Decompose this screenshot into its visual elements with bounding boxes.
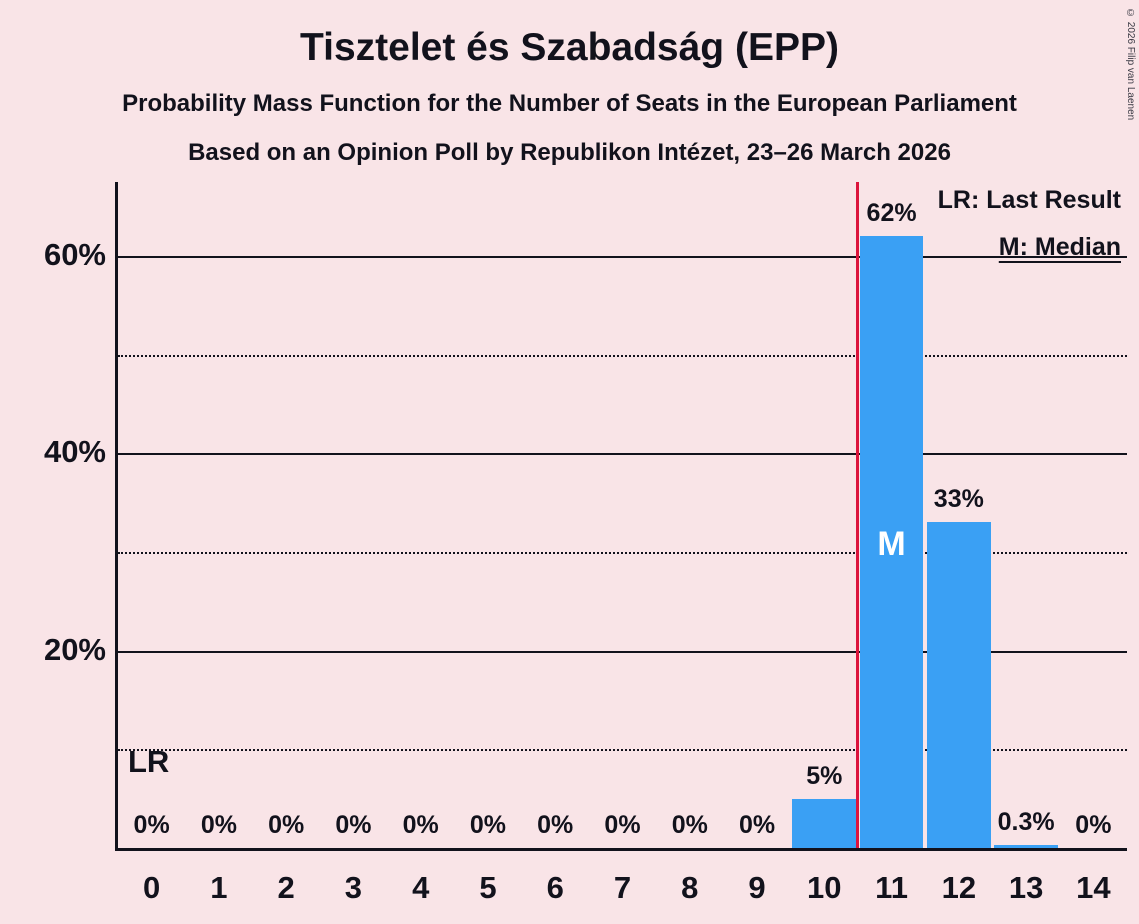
bar-seats-11 bbox=[859, 236, 924, 848]
x-tick-label-6: 6 bbox=[546, 870, 564, 905]
legend-median: M: Median bbox=[998, 233, 1121, 261]
x-axis-line bbox=[115, 848, 1127, 851]
x-tick-label-11: 11 bbox=[875, 870, 908, 905]
bar-value-label-3: 0% bbox=[335, 811, 372, 839]
x-axis-tick-labels: 0 1 2 3 4 5 6 7 8 9 10 11 12 13 14 bbox=[118, 870, 1127, 914]
last-result-label: LR bbox=[128, 744, 170, 779]
x-tick-label-9: 9 bbox=[748, 870, 766, 905]
chart-source-line: Based on an Opinion Poll by Republikon I… bbox=[188, 139, 951, 166]
y-axis-line bbox=[115, 182, 118, 851]
x-tick-label-4: 4 bbox=[412, 870, 430, 905]
x-tick-label-5: 5 bbox=[479, 870, 497, 905]
x-tick-label-0: 0 bbox=[143, 870, 161, 905]
bar-value-label-11: 62% bbox=[866, 199, 917, 228]
bar-value-label-14: 0% bbox=[1075, 811, 1112, 839]
copyright-notice: © 2026 Filip van Laenen bbox=[1125, 8, 1136, 121]
y-tick-label-20: 20% bbox=[43, 631, 106, 667]
gridline-dotted-10 bbox=[118, 749, 1127, 752]
bar-value-label-12: 33% bbox=[933, 485, 984, 514]
legend-last-result: LR: Last Result bbox=[937, 186, 1121, 214]
gridline-solid-40 bbox=[118, 453, 1127, 456]
median-marker: M bbox=[877, 525, 906, 564]
gridline-dotted-30 bbox=[118, 552, 1127, 554]
x-tick-label-10: 10 bbox=[807, 870, 842, 905]
bar-value-label-0: 0% bbox=[133, 811, 170, 839]
bar-value-label-2: 0% bbox=[268, 811, 305, 839]
x-tick-label-1: 1 bbox=[210, 870, 228, 905]
y-tick-label-60: 60% bbox=[43, 237, 106, 272]
chart-subtitle: Probability Mass Function for the Number… bbox=[122, 90, 1017, 117]
y-tick-label-40: 40% bbox=[43, 434, 106, 470]
gridline-solid-20 bbox=[118, 650, 1127, 653]
bar-value-label-5: 0% bbox=[469, 811, 507, 839]
gridline-solid-60 bbox=[118, 256, 1127, 258]
bar-value-label-6: 0% bbox=[537, 811, 574, 839]
x-tick-label-3: 3 bbox=[344, 870, 363, 905]
bar-value-label-10: 5% bbox=[806, 761, 843, 790]
bar-value-label-9: 0% bbox=[738, 811, 776, 839]
y-axis-tick-labels: 20% 40% 60% bbox=[0, 182, 106, 848]
x-tick-label-2: 2 bbox=[277, 870, 295, 905]
x-tick-label-12: 12 bbox=[941, 870, 977, 905]
bar-value-label-7: 0% bbox=[604, 811, 641, 839]
bar-seats-12 bbox=[926, 522, 991, 848]
plot-area: 0% 0% 0% 0% 0% 0% 0% 0% 0% 0% 5% 62% 33% 0.3% 0% M bbox=[118, 182, 1127, 848]
x-tick-label-7: 7 bbox=[613, 870, 632, 905]
last-result-line bbox=[856, 182, 860, 848]
bar-value-label-13: 0.3% bbox=[997, 808, 1055, 837]
x-tick-label-13: 13 bbox=[1008, 870, 1044, 905]
bar-value-label-4: 0% bbox=[402, 811, 439, 839]
x-tick-label-8: 8 bbox=[681, 870, 699, 905]
bar-seats-13 bbox=[994, 845, 1058, 848]
bar-seats-10 bbox=[792, 798, 857, 848]
x-tick-label-14: 14 bbox=[1076, 870, 1111, 905]
page-title: Tisztelet és Szabadság (EPP) bbox=[300, 26, 839, 69]
bar-value-label-8: 0% bbox=[671, 811, 708, 839]
bar-value-label-1: 0% bbox=[200, 811, 237, 839]
gridline-dotted-50 bbox=[118, 354, 1127, 357]
